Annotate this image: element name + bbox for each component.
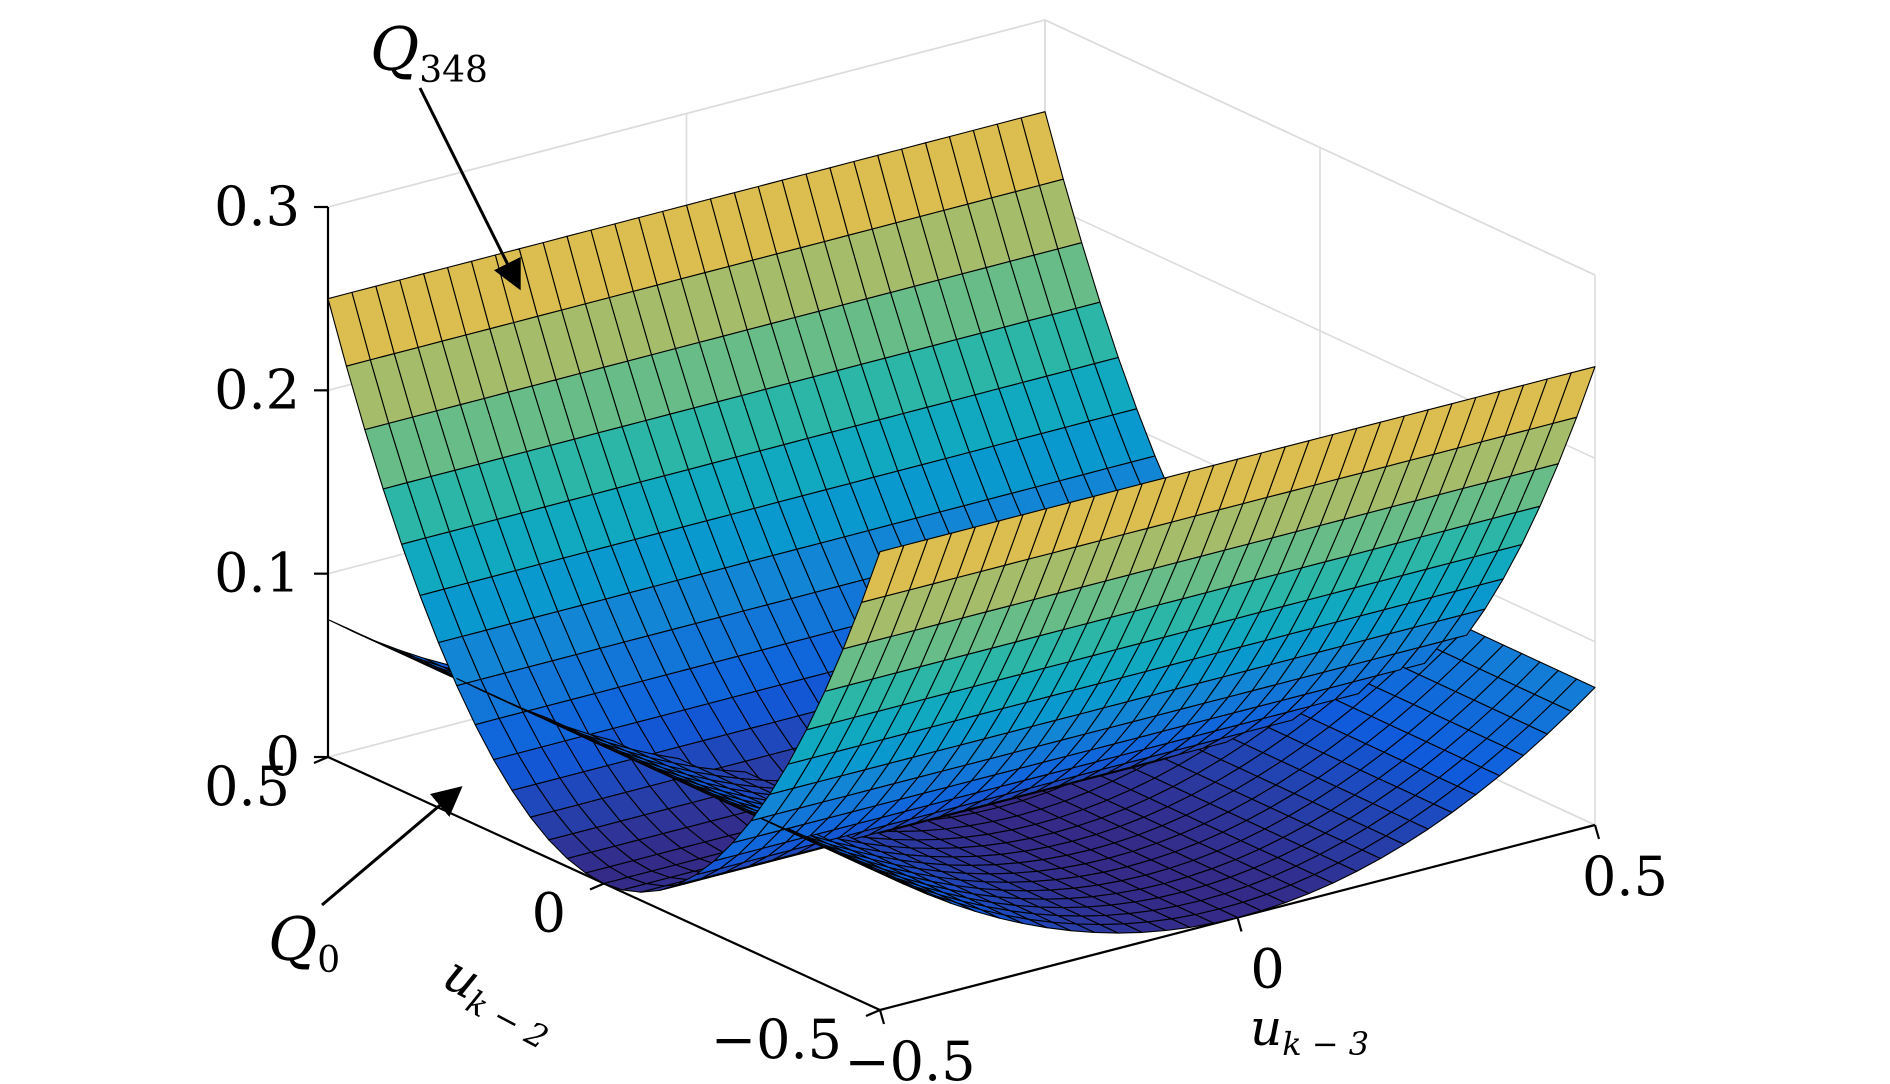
x-tick-2 [1593,824,1601,840]
z-tick-label-1: 0.1 [214,542,300,605]
annotation-layer: Q348 Q0 [268,15,521,981]
y-tick-label-0: −0.5 [711,1008,842,1071]
annotation-q348-arrow [418,87,521,291]
z-tick-label-2: 0.2 [214,358,300,421]
x-tick-1 [1236,917,1243,932]
surface-patch-q0-0-0 [861,863,905,885]
labels-layer: uk − 3 uk − 2 [432,944,1369,1063]
x-tick-label-0: −0.5 [844,1030,975,1084]
annotation-q0-arrow [321,786,463,907]
y-tick-label-1: 0 [532,882,566,945]
surface-layer [327,111,1596,934]
x-tick-label-1: 0 [1250,938,1284,1001]
y-axis-label: uk − 2 [432,944,567,1056]
x-axis-label: uk − 3 [1250,999,1369,1063]
x-tick-0 [878,1009,886,1025]
annotation-q0-label: Q0 [268,905,340,981]
x-tick-label-2: 0.5 [1582,845,1668,908]
annotation-q348-label: Q348 [370,15,488,91]
y-tick-label-2: 0.5 [204,755,290,818]
y-tick-1 [589,882,605,891]
axes-layer: 00.10.20.3−0.500.5−0.500.5 [204,175,1668,1084]
surface-patch-q348-0-0 [861,544,905,603]
box-top-edge [327,19,1596,276]
y-tick-0 [865,1008,881,1018]
z-tick-label-3: 0.3 [214,175,300,238]
z-tick-label-0: 0 [266,725,300,788]
y-tick-2 [313,755,329,765]
